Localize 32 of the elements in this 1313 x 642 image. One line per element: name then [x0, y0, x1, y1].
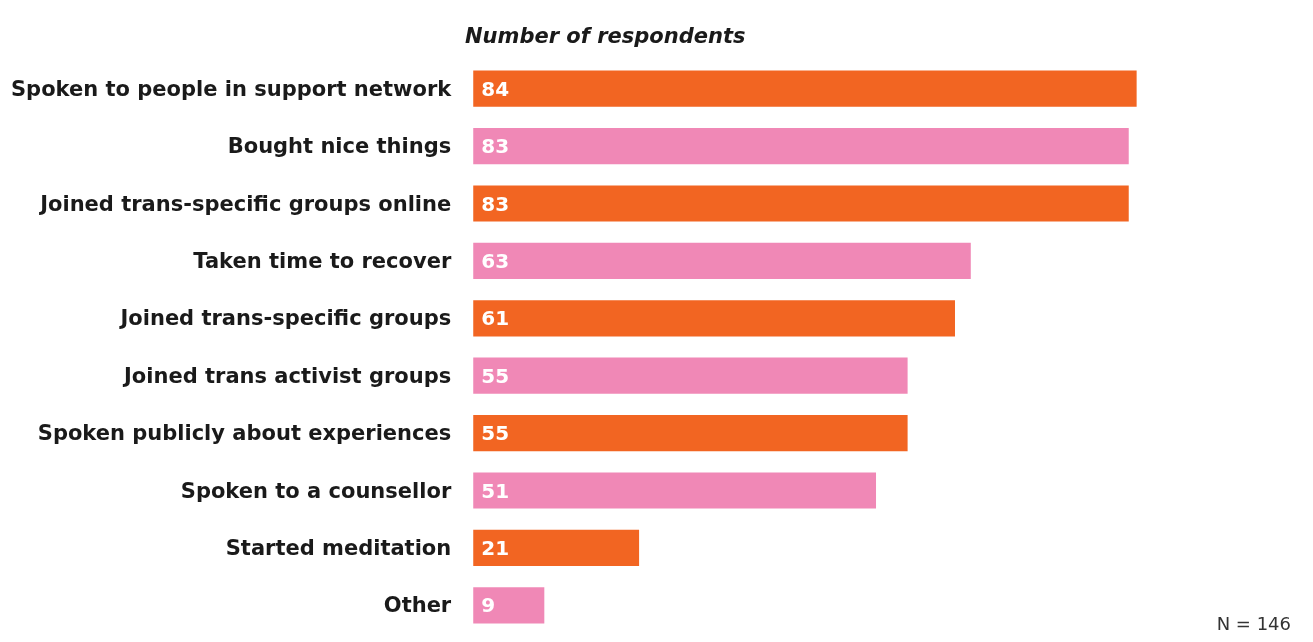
chart-title: Number of respondents [465, 23, 746, 48]
y-tick-label: Other [383, 593, 452, 618]
y-tick-label: Spoken publicly about experiences [37, 421, 452, 446]
data-label: 63 [481, 248, 510, 273]
bar [473, 128, 1129, 165]
y-tick-label: Bought nice things [227, 134, 452, 159]
y-tick-label: Started meditation [225, 535, 452, 560]
y-tick-label: Joined trans activist groups [122, 363, 452, 388]
bar [473, 472, 877, 509]
bar [473, 587, 545, 624]
y-tick-label: Taken time to recover [193, 248, 452, 273]
data-label: 83 [481, 134, 510, 159]
y-tick-label: Spoken to people in support network [10, 76, 453, 101]
bar [473, 529, 640, 566]
bar [473, 415, 908, 452]
bar [473, 357, 908, 394]
data-label: 83 [481, 191, 510, 216]
data-label: 21 [481, 535, 510, 560]
text: N = 146 [1216, 612, 1292, 634]
bar [473, 242, 971, 279]
bar [473, 70, 1137, 107]
data-label: 84 [481, 76, 510, 101]
y-tick-label: Joined trans-specific groups online [38, 191, 452, 216]
y-tick-label: Spoken to a counsellor [180, 478, 452, 503]
data-label: 61 [481, 306, 510, 331]
data-label: 51 [481, 478, 510, 503]
data-label: 9 [481, 593, 496, 618]
data-label: 55 [481, 421, 510, 446]
y-tick-label: Joined trans-specific groups [118, 306, 452, 331]
data-label: 55 [481, 363, 510, 388]
bar [473, 185, 1129, 222]
bar [473, 300, 955, 337]
